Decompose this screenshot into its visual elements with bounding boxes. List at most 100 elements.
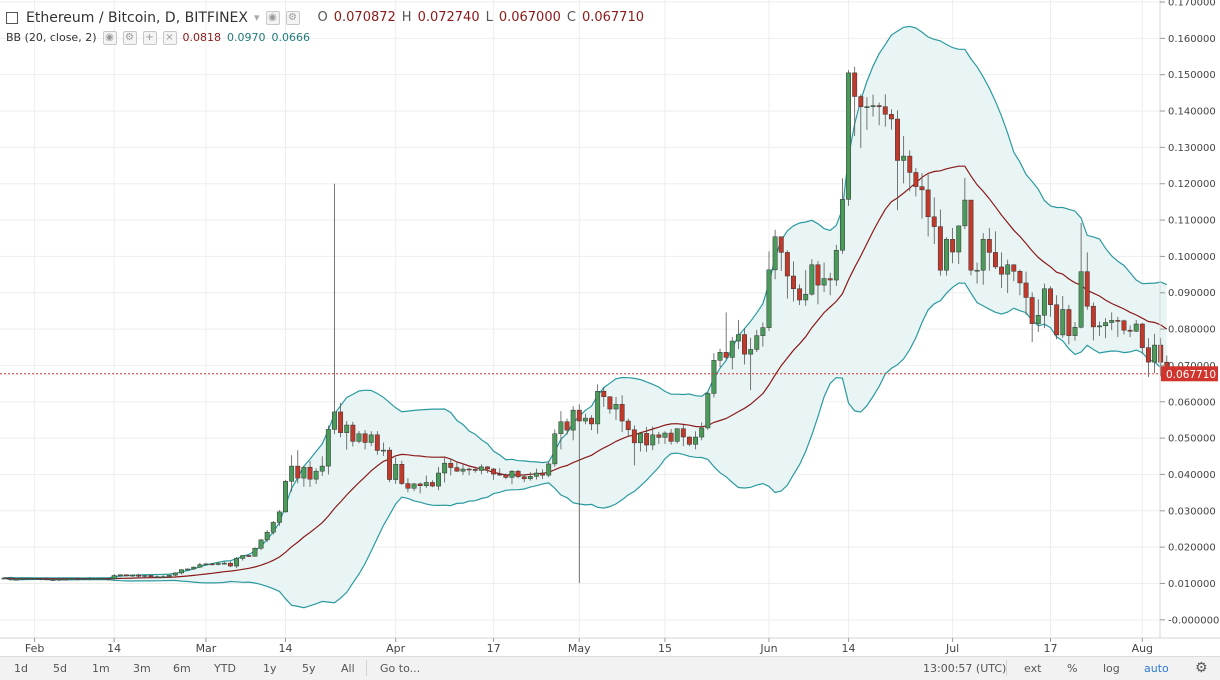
candle-body <box>760 327 766 336</box>
candle <box>123 574 129 577</box>
candle-body <box>252 547 258 557</box>
candle <box>815 261 821 305</box>
candle-body <box>1054 304 1060 336</box>
x-tick-label: 14 <box>842 642 856 655</box>
candle-body <box>191 566 197 570</box>
range-1d-button[interactable]: 1d <box>14 662 28 675</box>
candle-body <box>319 465 325 472</box>
log-toggle[interactable]: log <box>1103 662 1120 675</box>
candle-body <box>99 578 105 580</box>
goto-button[interactable]: Go to... <box>380 662 421 675</box>
indicator-settings-icon[interactable]: ⚙ <box>122 31 137 45</box>
range-1y-button[interactable]: 1y <box>263 662 277 675</box>
candle-body <box>870 105 876 107</box>
candle <box>1066 304 1072 345</box>
candle-body <box>1084 271 1090 307</box>
candle <box>827 272 833 296</box>
bollinger-lower-line <box>3 282 1168 609</box>
candle-body <box>582 417 588 422</box>
range-3m-button[interactable]: 3m <box>133 662 151 675</box>
y-tick-label: 0.060000 <box>1168 397 1216 408</box>
candle <box>748 337 754 391</box>
candle <box>417 482 423 494</box>
chart-legend: Ethereum / Bitcoin, D, BITFINEX ▾ ◉ ⚙ O … <box>6 8 644 48</box>
candle <box>833 244 839 286</box>
candle-body <box>26 578 31 580</box>
candle-body <box>564 421 570 431</box>
auto-toggle[interactable]: auto <box>1144 662 1169 675</box>
candle <box>925 174 931 237</box>
candle-body <box>791 275 796 289</box>
ext-toggle[interactable]: ext <box>1024 662 1042 675</box>
x-tick-label: 17 <box>487 642 501 655</box>
candle <box>32 578 38 580</box>
bb-lower-value: 0.0666 <box>271 31 311 44</box>
candle-body <box>729 340 735 358</box>
price-chart[interactable]: 0.170000 0.160000 0.150000 0.140000 0.130000… <box>0 0 1220 656</box>
candle <box>1121 319 1127 335</box>
candle <box>595 384 601 434</box>
indicator-row: BB (20, close, 2) ◉ ⚙ + × 0.0818 0.0970 … <box>6 28 644 48</box>
symbol-box-icon[interactable] <box>6 12 18 24</box>
candle <box>289 455 295 492</box>
candle-body <box>686 436 692 445</box>
candle <box>454 461 460 472</box>
candle-body <box>858 96 864 107</box>
range-1m-button[interactable]: 1m <box>92 662 110 675</box>
candle <box>295 450 301 484</box>
visibility-icon[interactable]: ◉ <box>265 11 280 25</box>
price-axis[interactable]: 0.170000 0.160000 0.150000 0.140000 0.130000… <box>1160 0 1219 626</box>
utc-time[interactable]: 13:00:57 (UTC) <box>923 662 1007 675</box>
candle <box>172 572 178 577</box>
candle <box>589 415 594 431</box>
candle-body <box>999 266 1005 275</box>
candle-body <box>625 420 631 431</box>
candle <box>974 262 980 284</box>
settings-icon[interactable]: ⚙ <box>285 11 300 25</box>
candle-body <box>607 396 613 410</box>
indicator-visibility-icon[interactable]: ◉ <box>102 31 117 45</box>
candle-body <box>711 360 717 394</box>
candle <box>429 480 435 488</box>
candle <box>1158 338 1164 377</box>
candle-body <box>209 563 215 566</box>
time-axis[interactable]: Feb 14 Mar 14 Apr 17 May 15 Jun 14 Jul 17 Aug <box>25 638 1153 655</box>
candle <box>625 418 631 437</box>
indicator-label[interactable]: BB (20, close, 2) <box>6 31 97 44</box>
candle-body <box>521 476 527 480</box>
candle <box>564 418 570 435</box>
candle <box>1103 318 1109 339</box>
gear-icon[interactable]: ⚙ <box>1195 660 1208 676</box>
range-5y-button[interactable]: 5y <box>302 662 316 675</box>
y-tick-label: 0.110000 <box>1168 216 1216 227</box>
x-tick-label: 14 <box>279 642 293 655</box>
candle-body <box>105 578 111 580</box>
symbol-dropdown-icon[interactable]: ▾ <box>253 11 260 24</box>
symbol-title[interactable]: Ethereum / Bitcoin, D, BITFINEX <box>26 10 248 26</box>
candle <box>717 348 723 368</box>
candle <box>711 353 717 398</box>
candle <box>1072 322 1078 341</box>
range-ytd-button[interactable]: YTD <box>214 662 236 675</box>
x-tick-label: Apr <box>386 642 406 655</box>
candle <box>729 337 735 370</box>
candle <box>393 457 399 484</box>
indicator-more-icon[interactable]: + <box>142 31 157 45</box>
range-all-button[interactable]: All <box>341 662 355 675</box>
indicator-close-icon[interactable]: × <box>162 31 177 45</box>
y-tick-label: -0.000000 <box>1168 615 1219 626</box>
candle <box>50 578 56 581</box>
candle-body <box>491 468 497 475</box>
candle-body <box>772 236 778 271</box>
percent-toggle[interactable]: % <box>1067 662 1078 675</box>
candle-body <box>393 464 399 480</box>
candle <box>448 458 454 476</box>
range-6m-button[interactable]: 6m <box>173 662 191 675</box>
candle <box>301 466 307 487</box>
range-5d-button[interactable]: 5d <box>53 662 67 675</box>
candle-body <box>650 434 656 446</box>
candle <box>809 259 815 296</box>
candle <box>821 262 827 293</box>
candle-body <box>81 578 87 581</box>
candle <box>754 329 760 352</box>
